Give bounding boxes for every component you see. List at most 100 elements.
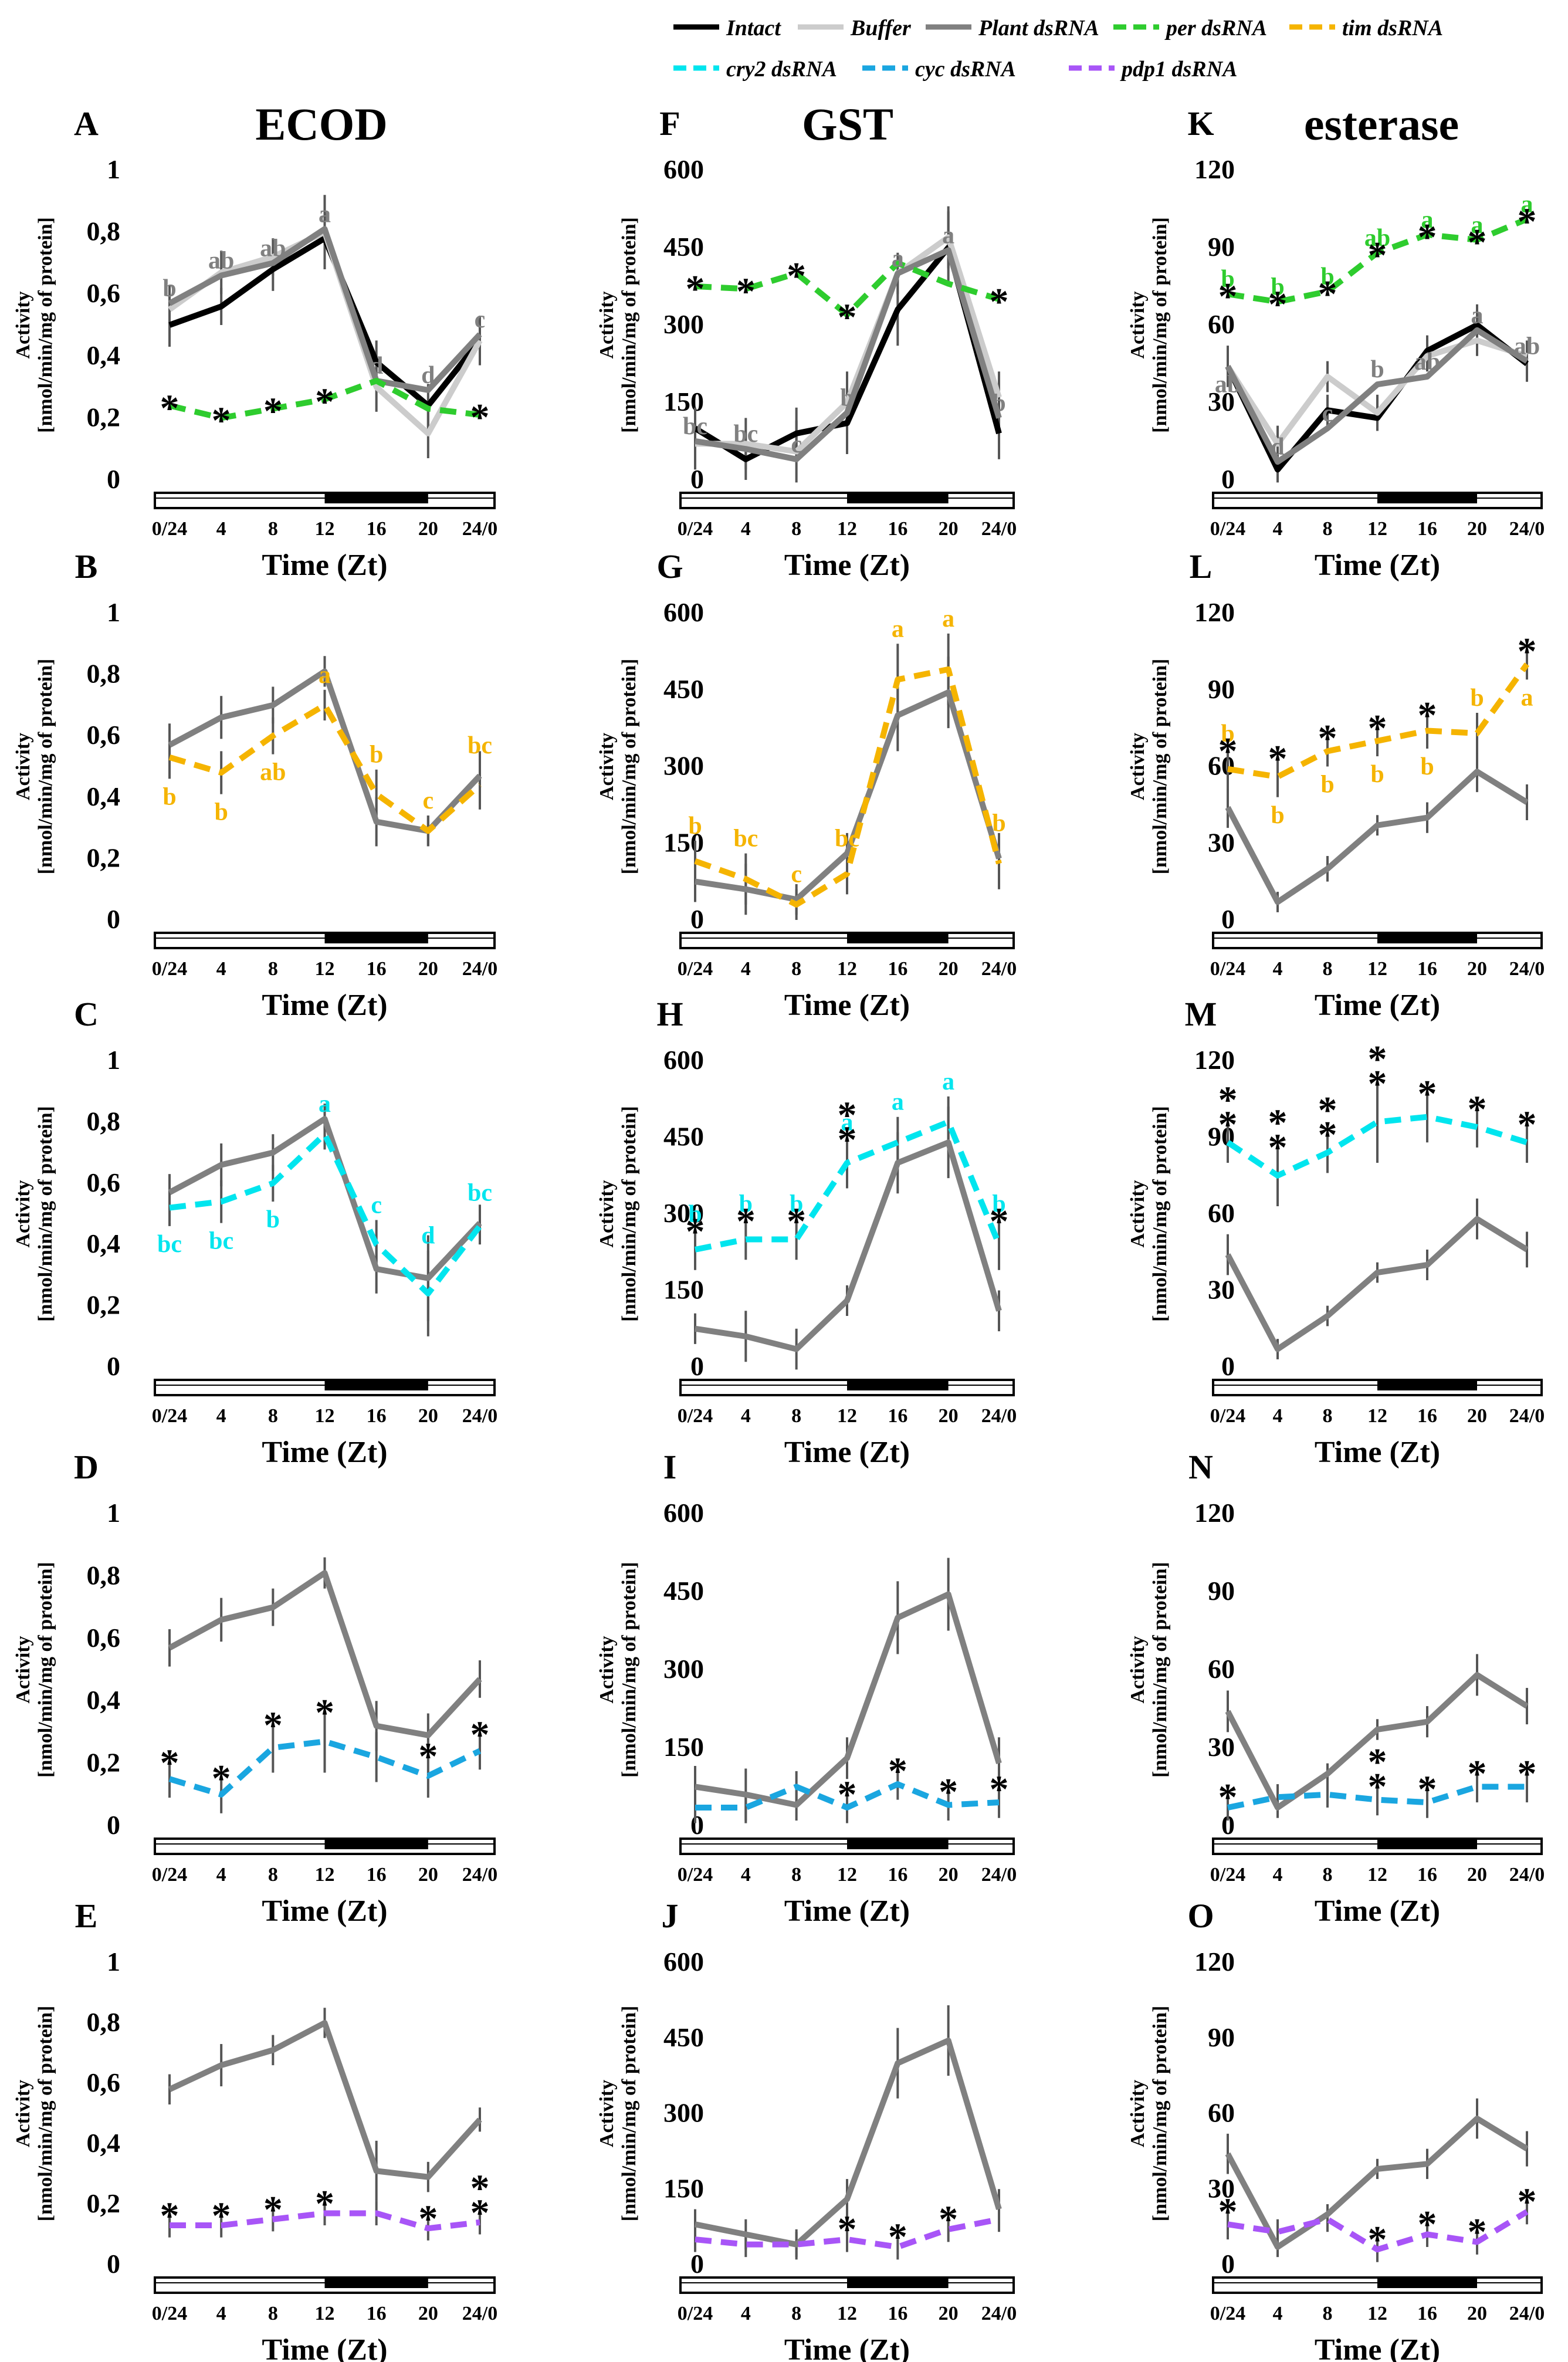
significance-star: * [470,2191,490,2234]
x-tick-label: 12 [1367,2303,1387,2324]
series-line-cry2 [169,1131,482,1297]
significance-letter: b [1320,771,1334,798]
x-tick-label: 8 [1323,518,1333,540]
x-tick-label: 16 [1417,2303,1437,2324]
significance-letter: b [1370,761,1384,788]
significance-letter: bc [733,825,758,852]
significance-letter: a [319,662,331,689]
y-axis-title-line2: [nmol/min/mg of protein] [618,659,640,875]
x-tick-label: 16 [367,1405,387,1427]
significance-star: * [1218,1776,1238,1819]
y-tick-label: 0,6 [87,720,121,750]
x-tick-label: 24/0 [1509,958,1545,980]
series-line-pdp1 [1227,2209,1529,2253]
y-tick-label: 0,2 [87,1748,121,1778]
y-axis-title: Activity [nmol/min/mg of protein] [596,217,640,433]
y-tick-label: 120 [1194,154,1235,184]
significance-star: * [1318,1114,1337,1156]
dark-phase-block [1377,2278,1477,2288]
significance-letter: d [370,353,383,380]
y-tick-label: 0 [690,464,704,494]
panel-letter-A: A [74,104,99,143]
y-tick-label: 0 [107,2249,120,2279]
x-axis-title: Time (Zt) [262,1894,387,1928]
significance-letter: b [739,1191,753,1218]
x-tick-label: 8 [791,2303,801,2324]
y-tick-label: 0,6 [87,1168,121,1197]
y-axis-title-line2: [nmol/min/mg of protein] [618,1106,640,1322]
significance-star: * [1218,1103,1238,1146]
x-tick-label: 0/24 [678,1405,713,1427]
y-tick-label: 0 [107,1810,120,1840]
x-tick-label: 16 [888,518,907,540]
y-tick-label: 0 [690,2249,704,2279]
significance-star: * [1368,1765,1387,1808]
x-tick-label: 12 [315,518,335,540]
series-line-cry2 [695,1119,1002,1253]
x-tick-label: 0/24 [678,1864,713,1886]
significance-letter: b [688,813,702,840]
x-tick-label: 8 [791,958,801,980]
x-tick-label: 16 [367,958,387,980]
y-tick-label: 300 [663,2098,704,2128]
significance-letter: a [942,1068,954,1095]
significance-star: * [212,399,231,442]
y-axis-title-line1: Activity [1127,2080,1149,2147]
significance-star: * [1218,275,1238,318]
significance-star: * [1518,201,1537,243]
significance-letter: b [688,1201,702,1228]
significance-star: * [1518,2180,1537,2223]
series-line-plant [695,2038,1002,2248]
dark-phase-block [324,1839,428,1849]
significance-star: * [1268,1102,1288,1145]
series-line-plant [168,226,482,393]
significance-letter: bc [468,732,492,759]
significance-star: * [263,390,283,433]
y-tick-label: 30 [1208,2173,1235,2203]
y-tick-label: 0,4 [87,1229,121,1258]
dark-phase-block [1377,493,1477,503]
panel-letter-C: C [74,995,99,1033]
x-tick-label: 24/0 [462,958,497,980]
significance-letter: a [1521,684,1533,711]
y-tick-label: 450 [663,2022,704,2052]
significance-star: * [1468,1088,1487,1131]
significance-star: * [736,270,756,313]
x-axis-title: Time (Zt) [784,2333,910,2362]
y-tick-label: 120 [1194,1045,1235,1075]
significance-letter: b [1470,685,1484,712]
significance-star: * [990,280,1009,323]
x-tick-label: 8 [268,958,278,980]
significance-star: * [838,1094,857,1137]
x-tick-label: 16 [367,2303,387,2324]
legend: Intact Buffer Plant dsRNA per dsRNA tim dsRN… [673,16,1443,82]
series-line-intact [1225,322,1529,473]
y-tick-label: 0,2 [87,402,121,432]
y-axis-title-line1: Activity [596,1180,618,1247]
y-tick-label: 0,8 [87,1560,121,1590]
significance-star: * [160,1741,180,1784]
x-axis-title: Time (Zt) [784,549,910,582]
significance-star: * [1368,2218,1387,2261]
panel-letter-M: M [1185,995,1217,1033]
x-tick-label: 12 [315,1405,335,1427]
x-tick-label: 8 [1323,1405,1333,1427]
significance-letter: c [423,787,434,814]
y-tick-label: 0,6 [87,1623,121,1653]
y-axis-title-line2: [nmol/min/mg of protein] [618,2006,640,2222]
dark-phase-block [847,2278,949,2288]
y-axis-title-line1: Activity [596,291,618,358]
column-title-0: ECOD [255,99,387,150]
x-tick-label: 8 [1323,1864,1333,1886]
significance-star: * [686,1210,705,1253]
significance-letter: bc [733,421,758,448]
significance-star: * [990,1200,1009,1243]
significance-star: * [212,2194,231,2237]
y-tick-label: 450 [663,1122,704,1152]
series-line-plant [1225,2116,1529,2250]
panel-letter-B: B [75,547,98,586]
legend-label-plant: Plant dsRNA [978,16,1099,40]
x-axis-title: Time (Zt) [262,549,387,582]
significance-letter: bc [835,825,859,852]
y-tick-label: 150 [663,827,704,857]
